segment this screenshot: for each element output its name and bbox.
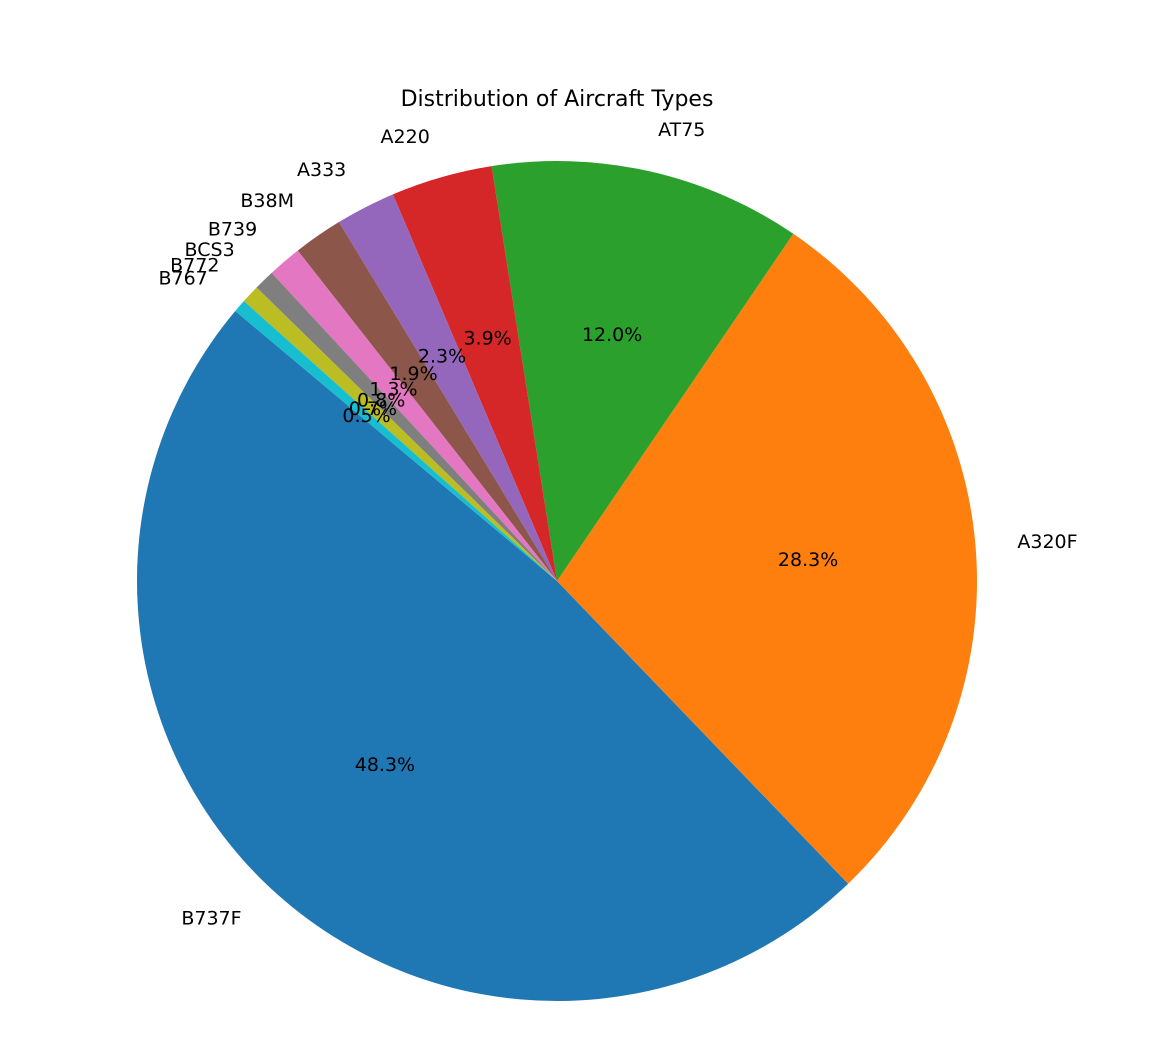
pie-slice-b38m bbox=[297, 222, 557, 581]
pct-label-b739: 1.3% bbox=[369, 378, 417, 400]
slice-label-b767: B767 bbox=[158, 268, 207, 290]
slice-labels: B737F 48.3% A320F 28.3% AT75 12.0% A220 3.9% A33… bbox=[158, 119, 1077, 929]
pct-label-a220: 3.9% bbox=[463, 328, 511, 350]
pie-slice-b772 bbox=[243, 287, 557, 581]
slice-label-b772: B772 bbox=[170, 255, 219, 277]
pie-slice-bcs3 bbox=[256, 272, 557, 581]
pct-label-a320f: 28.3% bbox=[778, 549, 838, 571]
pie-slice-b767 bbox=[235, 301, 557, 581]
pie-slice-b737f bbox=[137, 311, 849, 1001]
pct-label-b737f: 48.3% bbox=[355, 754, 415, 776]
pct-label-at75: 12.0% bbox=[582, 324, 642, 346]
slice-label-b38m: B38M bbox=[240, 190, 294, 212]
slice-label-at75: AT75 bbox=[658, 119, 705, 141]
pie-slice-at75 bbox=[491, 161, 794, 581]
pct-label-a333: 2.3% bbox=[418, 346, 466, 368]
slice-label-a320f: A320F bbox=[1017, 531, 1077, 553]
chart-title: Distribution of Aircraft Types bbox=[401, 87, 714, 112]
pct-label-b767: 0.5% bbox=[342, 405, 390, 427]
pct-label-b772: 0.7% bbox=[349, 398, 397, 420]
pie-slice-a320f bbox=[557, 233, 978, 884]
slice-label-a220: A220 bbox=[381, 126, 430, 148]
slice-label-b737f: B737F bbox=[181, 908, 241, 930]
pie-slices bbox=[137, 161, 978, 1001]
slice-label-b739: B739 bbox=[208, 218, 257, 240]
pct-label-bcs3: 0.8% bbox=[357, 389, 405, 411]
pie-slice-b739 bbox=[271, 250, 557, 582]
pie-slice-a333 bbox=[338, 194, 557, 582]
pct-label-b38m: 1.9% bbox=[389, 363, 437, 385]
slice-label-bcs3: BCS3 bbox=[185, 239, 235, 261]
pie-slice-a220 bbox=[392, 166, 557, 581]
slice-label-a333: A333 bbox=[297, 159, 346, 181]
